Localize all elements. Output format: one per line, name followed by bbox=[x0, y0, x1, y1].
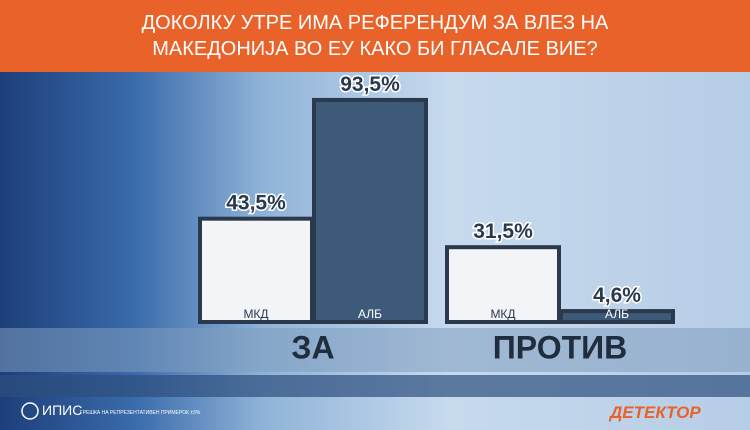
value-label: 93,5% bbox=[340, 73, 400, 96]
series-label: МКД bbox=[490, 307, 515, 321]
bar bbox=[559, 309, 675, 325]
chart-title: ДОКОЛКУ УТРЕ ИМА РЕФЕРЕНДУМ ЗА ВЛЕЗ НА М… bbox=[0, 0, 750, 72]
category-label: ПРОТИВ bbox=[493, 329, 627, 365]
bar bbox=[445, 245, 561, 324]
category-label: ЗА bbox=[291, 329, 334, 365]
brand: ДЕТЕКТОР bbox=[608, 403, 701, 422]
bar bbox=[198, 216, 314, 324]
value-label: 31,5% bbox=[473, 220, 533, 243]
bar bbox=[312, 97, 428, 324]
source-logo bbox=[21, 402, 39, 420]
source: ИПИС bbox=[42, 402, 82, 418]
note: ГРЕШКА НА РЕПРЕЗЕНТАТИВЕН ПРИМЕРОК ±3% bbox=[80, 410, 201, 416]
value-label: 43,5% bbox=[226, 192, 286, 215]
series-label: АЛБ bbox=[605, 307, 629, 321]
bottom-strip bbox=[0, 375, 750, 397]
series-label: МКД bbox=[243, 307, 268, 321]
value-label: 4,6% bbox=[593, 284, 641, 307]
series-label: АЛБ bbox=[358, 307, 382, 321]
category-band bbox=[0, 328, 750, 372]
